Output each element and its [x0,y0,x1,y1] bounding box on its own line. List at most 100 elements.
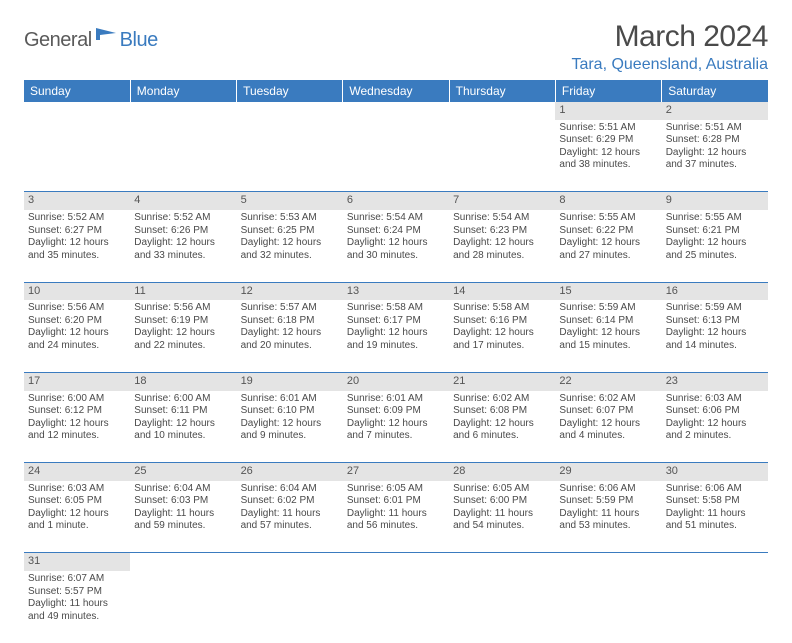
daynum-row: 24252627282930 [24,463,768,481]
cell-line: Sunset: 6:28 PM [666,134,764,147]
cell-line: Sunset: 6:13 PM [666,315,764,328]
day-number-cell: 18 [130,372,236,390]
cell-line: Sunrise: 5:51 AM [559,122,657,135]
cell-line: Sunrise: 5:57 AM [241,302,339,315]
cell-line: Sunset: 6:00 PM [453,495,551,508]
cell-line: Sunrise: 6:05 AM [453,483,551,496]
page-title: March 2024 [571,20,768,54]
day-number-cell [343,102,449,120]
day-detail-cell [449,571,555,643]
day-detail-cell: Sunrise: 6:05 AMSunset: 6:01 PMDaylight:… [343,481,449,553]
cell-line: Daylight: 11 hours and 57 minutes. [241,508,339,533]
day-detail-cell: Sunrise: 5:59 AMSunset: 6:14 PMDaylight:… [555,300,661,372]
day-number-cell: 14 [449,282,555,300]
weekday-header: Friday [555,80,661,102]
day-detail-cell [449,120,555,192]
cell-line: Sunrise: 5:53 AM [241,212,339,225]
cell-line: Daylight: 12 hours and 1 minute. [28,508,126,533]
daynum-row: 12 [24,102,768,120]
day-number-cell: 12 [237,282,343,300]
day-number-cell: 7 [449,192,555,210]
cell-line: Sunset: 6:20 PM [28,315,126,328]
cell-line: Sunset: 6:14 PM [559,315,657,328]
cell-line: Sunrise: 5:55 AM [666,212,764,225]
cell-line: Sunrise: 5:52 AM [134,212,232,225]
detail-row: Sunrise: 5:51 AMSunset: 6:29 PMDaylight:… [24,120,768,192]
weekday-header-row: SundayMondayTuesdayWednesdayThursdayFrid… [24,80,768,102]
cell-line: Sunset: 5:59 PM [559,495,657,508]
day-number-cell: 15 [555,282,661,300]
day-number-cell [343,553,449,571]
header: General Blue March 2024 Tara, Queensland… [24,20,768,74]
cell-line: Sunrise: 6:00 AM [134,393,232,406]
cell-line: Sunrise: 5:54 AM [453,212,551,225]
cell-line: Sunset: 6:19 PM [134,315,232,328]
cell-line: Sunrise: 6:03 AM [666,393,764,406]
cell-line: Daylight: 12 hours and 12 minutes. [28,418,126,443]
cell-line: Sunset: 6:16 PM [453,315,551,328]
cell-line: Daylight: 12 hours and 17 minutes. [453,327,551,352]
cell-line: Sunrise: 6:01 AM [347,393,445,406]
cell-line: Sunrise: 5:52 AM [28,212,126,225]
cell-line: Sunrise: 5:58 AM [453,302,551,315]
cell-line: Daylight: 12 hours and 14 minutes. [666,327,764,352]
cell-line: Sunrise: 5:56 AM [28,302,126,315]
detail-row: Sunrise: 6:00 AMSunset: 6:12 PMDaylight:… [24,391,768,463]
day-detail-cell: Sunrise: 5:52 AMSunset: 6:26 PMDaylight:… [130,210,236,282]
cell-line: Daylight: 12 hours and 19 minutes. [347,327,445,352]
cell-line: Sunset: 5:58 PM [666,495,764,508]
weekday-header: Sunday [24,80,130,102]
daynum-row: 17181920212223 [24,372,768,390]
cell-line: Sunrise: 5:55 AM [559,212,657,225]
cell-line: Sunset: 6:07 PM [559,405,657,418]
cell-line: Daylight: 11 hours and 53 minutes. [559,508,657,533]
cell-line: Daylight: 12 hours and 20 minutes. [241,327,339,352]
day-detail-cell: Sunrise: 5:58 AMSunset: 6:16 PMDaylight:… [449,300,555,372]
cell-line: Sunrise: 6:00 AM [28,393,126,406]
day-detail-cell: Sunrise: 5:55 AMSunset: 6:21 PMDaylight:… [662,210,768,282]
day-detail-cell [130,571,236,643]
day-number-cell: 6 [343,192,449,210]
day-number-cell: 4 [130,192,236,210]
detail-row: Sunrise: 6:03 AMSunset: 6:05 PMDaylight:… [24,481,768,553]
cell-line: Daylight: 12 hours and 38 minutes. [559,147,657,172]
cell-line: Daylight: 12 hours and 15 minutes. [559,327,657,352]
cell-line: Sunrise: 6:02 AM [453,393,551,406]
cell-line: Sunset: 6:29 PM [559,134,657,147]
cell-line: Sunrise: 5:58 AM [347,302,445,315]
cell-line: Daylight: 12 hours and 25 minutes. [666,237,764,262]
day-detail-cell [343,120,449,192]
day-number-cell: 23 [662,372,768,390]
weekday-header: Monday [130,80,236,102]
cell-line: Sunset: 6:27 PM [28,225,126,238]
cell-line: Daylight: 12 hours and 32 minutes. [241,237,339,262]
day-detail-cell: Sunrise: 6:01 AMSunset: 6:09 PMDaylight:… [343,391,449,463]
day-detail-cell: Sunrise: 6:00 AMSunset: 6:12 PMDaylight:… [24,391,130,463]
cell-line: Daylight: 11 hours and 54 minutes. [453,508,551,533]
cell-line: Sunset: 6:09 PM [347,405,445,418]
day-number-cell: 9 [662,192,768,210]
cell-line: Sunrise: 6:06 AM [666,483,764,496]
cell-line: Sunset: 6:10 PM [241,405,339,418]
weekday-header: Thursday [449,80,555,102]
brand-logo: General Blue [24,26,158,55]
cell-line: Sunset: 6:06 PM [666,405,764,418]
day-detail-cell: Sunrise: 6:02 AMSunset: 6:08 PMDaylight:… [449,391,555,463]
day-detail-cell [555,571,661,643]
day-number-cell [449,553,555,571]
cell-line: Sunrise: 5:54 AM [347,212,445,225]
day-number-cell: 13 [343,282,449,300]
day-number-cell: 20 [343,372,449,390]
day-detail-cell: Sunrise: 5:59 AMSunset: 6:13 PMDaylight:… [662,300,768,372]
cell-line: Sunrise: 6:07 AM [28,573,126,586]
cell-line: Daylight: 12 hours and 22 minutes. [134,327,232,352]
cell-line: Sunrise: 6:01 AM [241,393,339,406]
day-number-cell: 30 [662,463,768,481]
cell-line: Daylight: 12 hours and 35 minutes. [28,237,126,262]
cell-line: Sunrise: 5:51 AM [666,122,764,135]
cell-line: Sunrise: 5:59 AM [559,302,657,315]
flag-icon [96,26,118,47]
cell-line: Sunrise: 6:06 AM [559,483,657,496]
cell-line: Daylight: 11 hours and 59 minutes. [134,508,232,533]
day-detail-cell [237,571,343,643]
